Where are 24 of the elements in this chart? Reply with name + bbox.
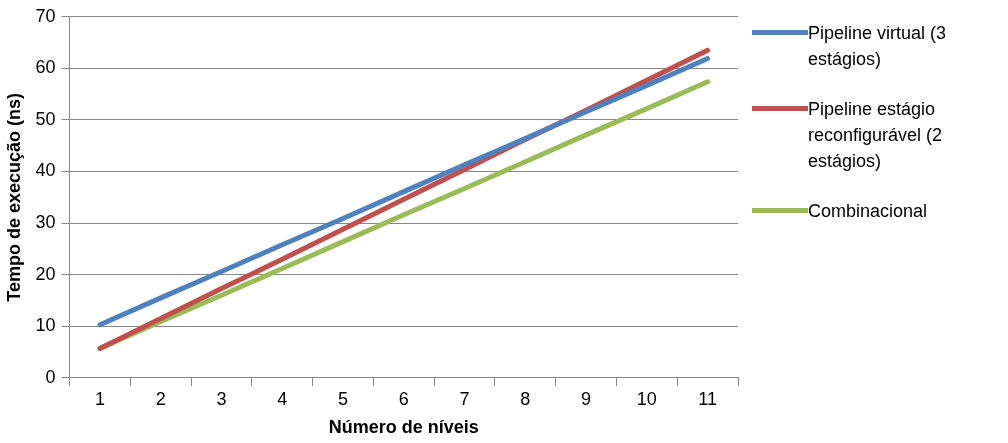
y-tick-label: 30	[35, 212, 56, 233]
legend-label: Pipeline virtual (3 estágios)	[808, 22, 948, 71]
x-tick-label: 4	[277, 388, 288, 409]
x-tick-label: 9	[581, 388, 592, 409]
x-tick-label: 3	[216, 388, 227, 409]
x-tick-label: 2	[155, 388, 166, 409]
y-tick-label: 10	[35, 315, 56, 336]
x-axis-title: Número de níveis	[328, 417, 479, 438]
x-tick-label: 11	[698, 388, 717, 409]
y-tick-label: 40	[35, 160, 56, 181]
legend-label: Combinacional	[808, 200, 928, 223]
x-tick-label: 7	[459, 388, 470, 409]
x-tick-label: 8	[520, 388, 531, 409]
y-tick-label: 50	[35, 108, 56, 129]
x-tick-label: 1	[94, 388, 106, 409]
y-tick-label: 0	[45, 366, 56, 387]
x-tick-label: 6	[398, 388, 409, 409]
y-tick-label: 60	[35, 57, 56, 78]
x-tick-label: 10	[636, 388, 657, 409]
x-tick-label: 5	[338, 388, 349, 409]
y-axis-title: Tempo de execução (ns)	[3, 92, 24, 302]
y-tick-label: 20	[35, 263, 56, 284]
y-tick-label: 70	[35, 5, 56, 26]
legend-label: Pipeline estágio reconfigurável (2 estágios)	[808, 98, 944, 173]
